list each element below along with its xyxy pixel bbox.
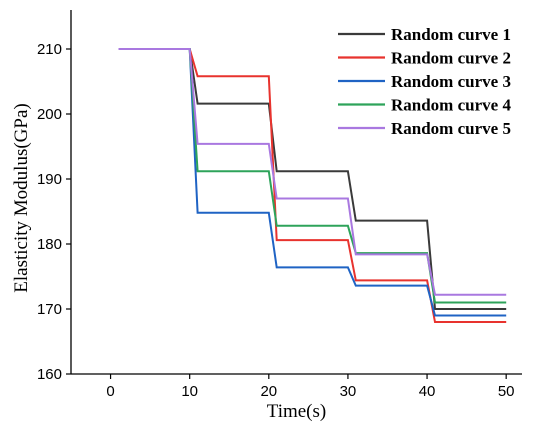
x-tick-label: 50 xyxy=(498,383,515,400)
legend-label-3: Random curve 3 xyxy=(391,72,511,91)
legend: Random curve 1 Random curve 2 Random curve… xyxy=(338,25,511,138)
x-tick-label: 0 xyxy=(106,383,114,400)
series-layer xyxy=(118,48,507,323)
y-tick-label: 200 xyxy=(37,106,62,123)
series-line-5 xyxy=(118,48,507,296)
y-tick-label: 170 xyxy=(37,301,62,318)
legend-label-1: Random curve 1 xyxy=(391,25,511,44)
x-tick-label: 10 xyxy=(181,383,198,400)
series-line-1 xyxy=(118,48,507,310)
y-tick-label: 180 xyxy=(37,236,62,253)
y-tick-label: 190 xyxy=(37,171,62,188)
y-tick-label: 160 xyxy=(37,366,62,383)
axes: 0 10 20 30 40 50 160 170 180 190 200 210 xyxy=(37,10,522,400)
x-tick-label: 20 xyxy=(260,383,277,400)
series-line-3 xyxy=(118,48,507,317)
x-tick-label: 40 xyxy=(419,383,436,400)
y-tick-label: 210 xyxy=(37,41,62,58)
legend-label-4: Random curve 4 xyxy=(391,96,511,115)
legend-label-2: Random curve 2 xyxy=(391,49,511,68)
x-tick-label: 30 xyxy=(340,383,357,400)
legend-label-5: Random curve 5 xyxy=(391,119,511,138)
y-axis-label: Elasticity Modulus(GPa) xyxy=(11,103,32,292)
x-axis-label: Time(s) xyxy=(267,401,326,422)
